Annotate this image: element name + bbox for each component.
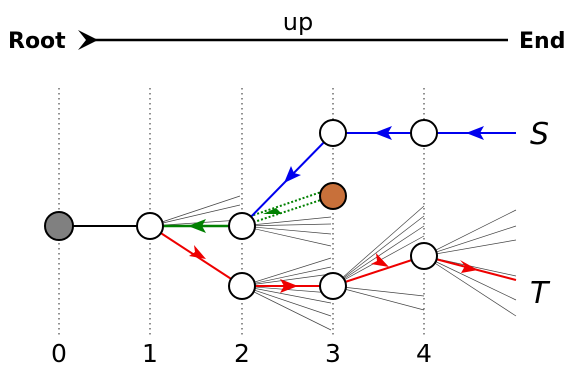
t-path <box>149 225 517 293</box>
t-arrowhead-1 <box>189 245 206 259</box>
level-label-2: 2 <box>234 339 250 366</box>
reroute-arrowhead <box>188 219 206 233</box>
sibling-branches <box>149 195 517 331</box>
node-level-2-t <box>228 272 256 300</box>
reroute-dotted-arrowhead <box>263 208 282 214</box>
t-arrowhead-4 <box>460 260 478 273</box>
end-label: End <box>519 29 565 54</box>
node-level-3-t <box>319 272 347 300</box>
level-label-4: 4 <box>416 339 432 366</box>
node-level-4-t <box>410 242 438 270</box>
root-node <box>44 211 74 241</box>
nodes <box>44 119 438 300</box>
t-arrowhead-3 <box>371 253 389 267</box>
node-level-3-highlight <box>319 182 347 210</box>
root-label: Root <box>8 29 66 54</box>
reroute-path <box>150 189 334 233</box>
level-labels: 0 1 2 3 4 <box>51 339 432 366</box>
t-path-label: T <box>530 276 551 311</box>
node-level-4-s <box>410 119 438 147</box>
t-arrowhead-2 <box>280 279 298 293</box>
s-arrowhead-3 <box>284 166 301 183</box>
s-path-label: S <box>530 117 549 152</box>
node-level-3-s <box>319 119 347 147</box>
node-level-2-branch <box>228 212 256 240</box>
level-label-3: 3 <box>325 339 341 366</box>
level-label-1: 1 <box>142 339 158 366</box>
node-level-1 <box>136 212 164 240</box>
s-arrowhead-2 <box>374 126 392 140</box>
s-arrowhead-1 <box>466 126 484 140</box>
s-path <box>241 126 516 227</box>
level-label-0: 0 <box>51 339 67 366</box>
direction-label: up <box>283 8 313 36</box>
